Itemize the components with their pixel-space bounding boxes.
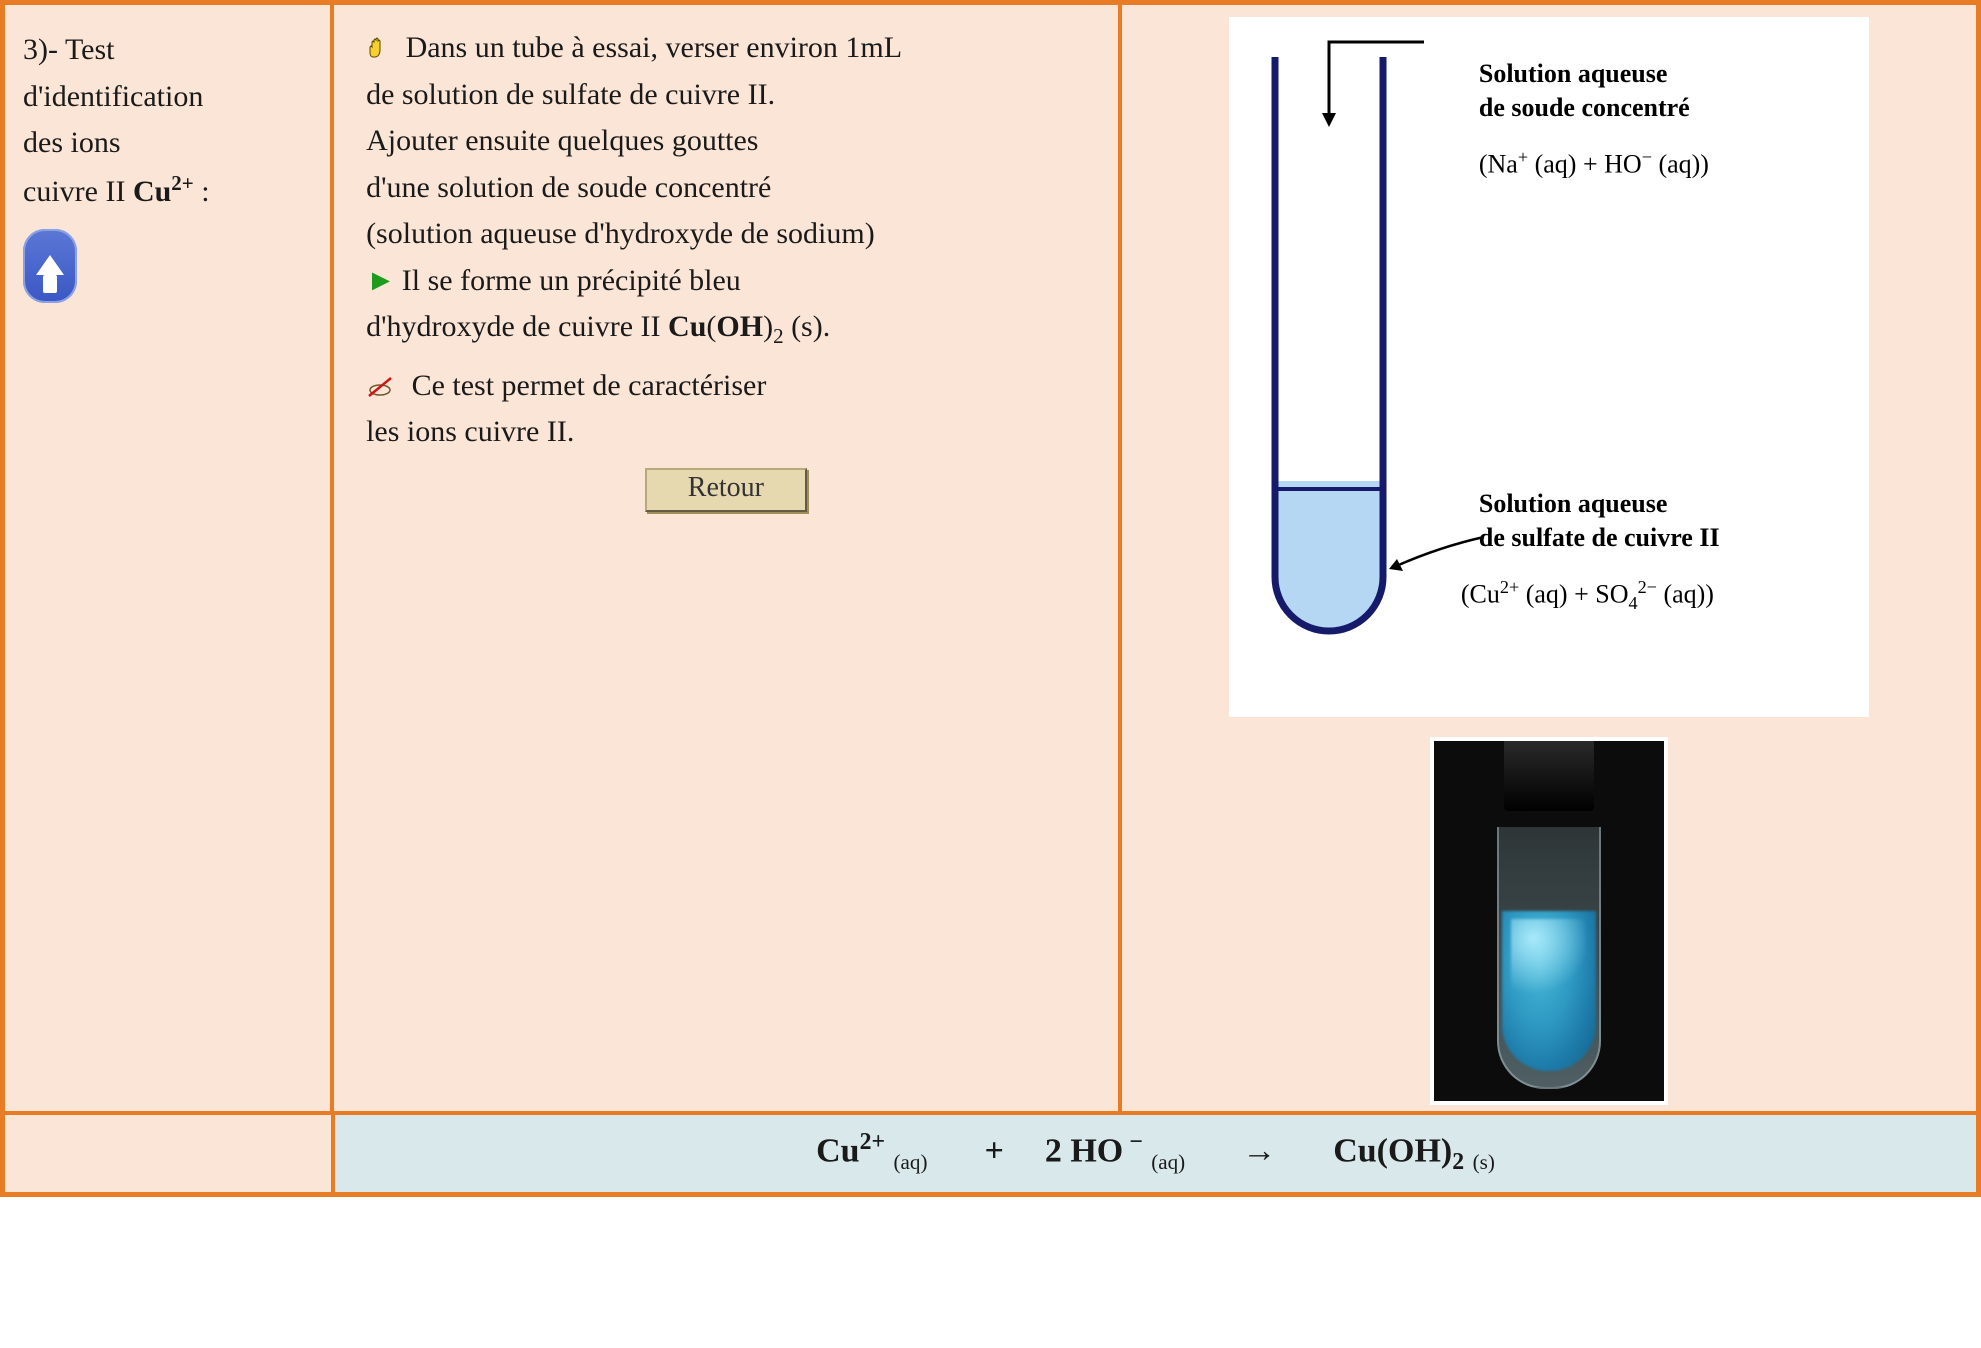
play-triangle-icon: ► (366, 264, 396, 297)
diagram-formula-top: (Na+ (aq) + HO− (aq)) (1479, 147, 1709, 180)
eq-arrow: → (1242, 1132, 1276, 1169)
photo-test-tube (1430, 737, 1668, 1105)
title-line-2: d'identification (23, 74, 312, 121)
p3: Ajouter ensuite quelques gouttes (366, 118, 1086, 165)
paragraph-1: Dans un tube à essai, verser environ 1mL (366, 25, 1086, 72)
p2: de solution de sulfate de cuivre II. (366, 72, 1086, 119)
figure-cell: Solution aqueuse de soude concentré (Na+… (1120, 3, 1978, 1113)
title-species: Cu (133, 175, 171, 208)
title-suffix: : (194, 175, 210, 208)
eq-rhs-pc: ) (1441, 1132, 1452, 1169)
title-line-4: cuivre II Cu2+ : (23, 167, 312, 216)
ft-sup1: + (1518, 147, 1528, 167)
ft-sup2: − (1642, 147, 1652, 167)
title-charge: 2+ (171, 171, 193, 195)
eq-plus: + (984, 1132, 1003, 1169)
p1: Dans un tube à essai, verser environ 1mL (406, 31, 903, 64)
strike-write-icon (366, 366, 394, 388)
p6: Il se forme un précipité bleu (402, 264, 741, 297)
p4: d'une solution de soude concentré (366, 165, 1086, 212)
p7-po: ( (706, 310, 716, 343)
diagram-label-bottom: Solution aqueuse de sulfate de cuivre II (1479, 487, 1720, 555)
photo-blue-precipitate (1502, 911, 1596, 1071)
title-prefix: cuivre II (23, 175, 133, 208)
p5: (solution aqueuse d'hydroxyde de sodium) (366, 211, 1086, 258)
eq-rhs: Cu (1333, 1132, 1376, 1169)
spacer (366, 353, 1086, 363)
eq-lhs1-state: (aq) (894, 1150, 928, 1174)
fb-sub: 4 (1628, 593, 1637, 613)
eq-rhs-sub: 2 (1452, 1149, 1464, 1175)
diag-bot-l1: Solution aqueuse (1479, 487, 1720, 521)
diag-top-l1: Solution aqueuse (1479, 57, 1690, 91)
p7-prefix: d'hydroxyde de cuivre II (366, 310, 668, 343)
equation-left-spacer (3, 1113, 333, 1194)
ft-aq2: (aq)) (1652, 150, 1709, 179)
diagram-panel: Solution aqueuse de soude concentré (Na+… (1229, 17, 1869, 717)
p6-line: ►Il se forme un précipité bleu (366, 258, 1086, 305)
arrow-to-liquid-icon (1379, 527, 1489, 577)
p7-species: Cu (668, 310, 706, 343)
fb-aq2: (aq)) (1657, 580, 1714, 609)
p8: Ce test permet de caractériser (412, 369, 767, 402)
diagram-label-top: Solution aqueuse de soude concentré (1479, 57, 1690, 125)
p7-line: d'hydroxyde de cuivre II Cu(OH)2 (s). (366, 304, 1086, 353)
title-line-1: 3)- Test (23, 27, 312, 74)
p7-pc: ) (763, 310, 773, 343)
eq-lhs1: Cu (816, 1132, 859, 1169)
p9: les ions cuivre II. (366, 409, 1086, 456)
up-arrow-pill-icon[interactable] (23, 229, 77, 303)
title-line-3: des ions (23, 120, 312, 167)
diag-bot-l2: de sulfate de cuivre II (1479, 521, 1720, 555)
fb-sup2: 2− (1638, 577, 1657, 597)
ft-aq1: (aq) + HO (1528, 150, 1642, 179)
diagram-formula-bottom: (Cu2+ (aq) + SO42− (aq)) (1461, 577, 1714, 614)
p7-state: (s). (784, 310, 831, 343)
eq-lhs2-sup: − (1123, 1129, 1143, 1155)
eq-lhs1-sup: 2+ (860, 1129, 885, 1155)
p7-sub: 2 (773, 324, 784, 348)
eq-rhs-an: OH (1388, 1132, 1441, 1169)
hand-stop-icon (366, 27, 390, 51)
retour-button[interactable]: Retour (645, 468, 807, 512)
ft-open: (Na (1479, 150, 1518, 179)
equation-row: Cu2+ (aq) + 2 HO − (aq) → Cu(OH)2 (s) (3, 1113, 1978, 1194)
fb-aq1: (aq) + SO (1519, 580, 1628, 609)
eq-lhs2-state: (aq) (1151, 1150, 1185, 1174)
p7-anion: OH (716, 310, 763, 343)
title-cell: 3)- Test d'identification des ions cuivr… (3, 3, 332, 1113)
procedure-cell: Dans un tube à essai, verser environ 1mL… (332, 3, 1120, 1113)
eq-rhs-po: ( (1377, 1132, 1388, 1169)
eq-coef: 2 HO (1045, 1132, 1123, 1169)
photo-tube-cap (1504, 741, 1594, 811)
fb-sup1: 2+ (1500, 577, 1519, 597)
eq-rhs-state: (s) (1473, 1150, 1495, 1174)
diag-top-l2: de soude concentré (1479, 91, 1690, 125)
test-tube (1269, 57, 1389, 637)
tube-outline-icon (1269, 57, 1389, 637)
equation-cell: Cu2+ (aq) + 2 HO − (aq) → Cu(OH)2 (s) (333, 1113, 1978, 1194)
fb-open: (Cu (1461, 580, 1500, 609)
page: 3)- Test d'identification des ions cuivr… (0, 0, 1981, 1197)
p8-line: Ce test permet de caractériser (366, 363, 1086, 410)
top-row: 3)- Test d'identification des ions cuivr… (3, 3, 1978, 1113)
